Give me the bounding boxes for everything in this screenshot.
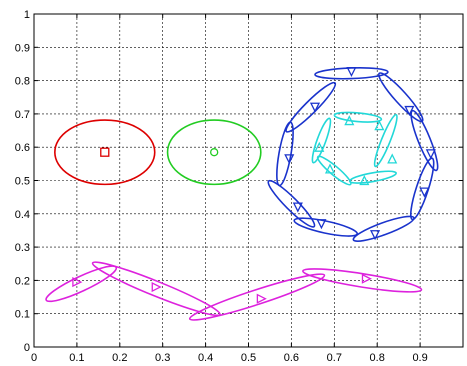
x-tick-label: 0.4 <box>198 352 213 364</box>
y-tick-label: 0.3 <box>15 242 30 254</box>
blue-triangle-down-marker <box>419 187 430 198</box>
cyan-triangle-up-marker <box>324 163 336 174</box>
y-tick-label: 1 <box>24 9 30 21</box>
blue-triangle-down-marker <box>292 202 303 213</box>
magenta-ellipse <box>188 273 326 321</box>
y-tick-label: 0.6 <box>15 142 30 154</box>
cyan-triangle-up-marker <box>387 153 398 164</box>
cyan-ellipse <box>333 111 383 123</box>
cyan-ellipse <box>373 113 398 168</box>
x-tick-label: 0.8 <box>370 352 385 364</box>
green-circle-marker <box>210 148 219 157</box>
blue-triangle-down-marker <box>346 66 357 78</box>
blue-triangle-down-marker <box>425 149 436 160</box>
x-tick-label: 0 <box>31 352 37 364</box>
y-tick-label: 0.7 <box>15 109 30 121</box>
y-tick-label: 0.4 <box>15 209 30 221</box>
cyan-ellipse <box>311 117 332 164</box>
x-tick-label: 0.2 <box>112 352 127 364</box>
cyan-ellipse <box>316 155 352 186</box>
y-tick-label: 0.9 <box>15 42 30 54</box>
blue-ellipse <box>410 109 439 172</box>
green-ellipse <box>166 119 262 186</box>
y-tick-label: 0.8 <box>15 76 30 88</box>
cyan-triangle-up-marker <box>344 115 355 126</box>
x-tick-label: 0.3 <box>155 352 170 364</box>
x-tick-label: 0.1 <box>69 352 84 364</box>
tick-labels: 0 0.1 0.2 0.3 0.4 0.5 0.6 0.7 0.8 0.9 0 0.1 0.2 0.3 0.… <box>15 9 428 364</box>
cyan-triangle-up-marker <box>374 120 385 131</box>
blue-triangle-down-marker <box>370 230 381 241</box>
y-tick-label: 0.1 <box>15 309 30 321</box>
x-tick-label: 0.6 <box>284 352 299 364</box>
blue-triangle-down-marker <box>309 102 321 113</box>
magenta-ellipse <box>91 261 221 317</box>
x-tick-label: 0.5 <box>241 352 256 364</box>
blue-ellipse <box>293 217 359 237</box>
red-square-marker <box>100 147 110 157</box>
x-tick-label: 0.7 <box>327 352 342 364</box>
blue-ellipse <box>409 157 435 221</box>
markers <box>72 66 436 304</box>
blue-ellipse <box>267 179 316 228</box>
cyan-triangle-up-marker <box>314 141 325 152</box>
blue-triangle-down-marker <box>316 219 327 230</box>
magenta-ellipse <box>302 268 423 293</box>
magenta-triangle-right-marker <box>72 277 83 288</box>
blue-triangle-down-marker <box>284 154 295 165</box>
blue-triangle-down-marker <box>404 105 415 117</box>
magenta-triangle-right-marker <box>151 282 162 293</box>
y-tick-label: 0.2 <box>15 275 30 287</box>
ticks <box>33 13 463 348</box>
magenta-triangle-right-marker <box>361 273 372 284</box>
x-tick-label: 0.9 <box>412 352 427 364</box>
y-tick-label: 0 <box>24 342 30 354</box>
ellipses <box>45 66 439 321</box>
y-tick-label: 0.5 <box>15 176 30 188</box>
blue-ellipse <box>352 215 415 242</box>
red-ellipse <box>54 119 156 186</box>
cyan-triangle-up-marker <box>359 175 370 186</box>
magenta-triangle-right-marker <box>256 293 267 304</box>
